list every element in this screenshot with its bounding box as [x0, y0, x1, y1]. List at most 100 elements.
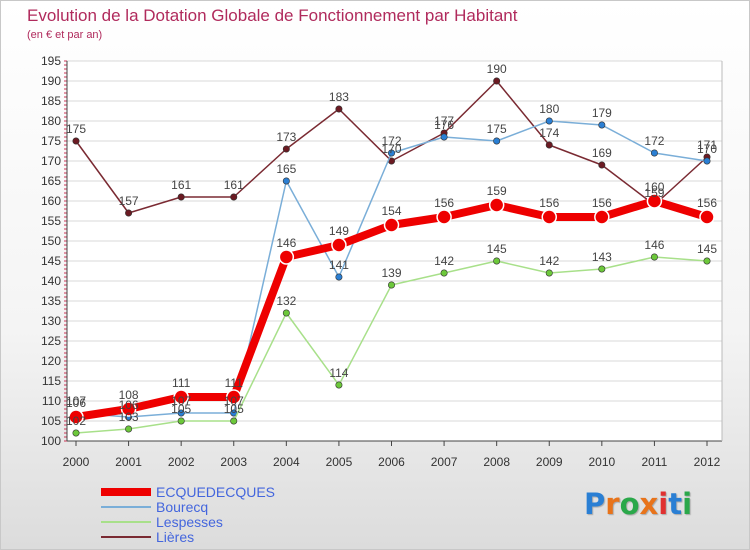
chart-subtitle: (en € et par an): [27, 29, 103, 41]
x-tick-label: 2000: [63, 455, 90, 469]
data-label: 160: [644, 180, 664, 194]
y-tick-label: 115: [42, 374, 61, 388]
plot-background: [67, 61, 722, 441]
data-point: [387, 281, 395, 289]
data-point: [331, 237, 347, 253]
data-point: [436, 209, 452, 225]
data-point: [598, 121, 606, 129]
data-point: [226, 389, 242, 405]
data-point: [335, 273, 343, 281]
data-point: [282, 177, 290, 185]
y-tick-label: 195: [41, 54, 61, 68]
data-point: [68, 409, 84, 425]
y-tick-label: 105: [41, 414, 61, 428]
data-point: [177, 417, 185, 425]
y-tick-label: 140: [41, 274, 61, 288]
y-tick-label: 190: [41, 74, 61, 88]
data-label: 172: [381, 134, 401, 148]
data-point: [278, 249, 295, 265]
x-tick-label: 2008: [483, 455, 510, 469]
data-point: [383, 217, 400, 233]
x-tick-label: 2004: [273, 455, 300, 469]
data-point: [440, 133, 448, 141]
x-tick-label: 2002: [168, 455, 195, 469]
x-tick-label: 2007: [431, 455, 458, 469]
logo-letter: i: [658, 487, 669, 521]
data-point: [699, 209, 715, 225]
data-label: 149: [329, 224, 349, 238]
y-tick-label: 125: [41, 334, 61, 348]
data-point: [594, 209, 610, 225]
data-label: 156: [697, 196, 717, 210]
data-label: 105: [171, 402, 191, 416]
data-point: [335, 105, 343, 113]
y-tick-label: 175: [41, 134, 61, 148]
data-point: [488, 197, 505, 213]
series-layer: [68, 77, 715, 437]
data-point: [598, 265, 606, 273]
legend-swatch: [101, 521, 151, 523]
y-tick-label: 170: [41, 154, 61, 168]
data-label: 145: [697, 242, 717, 256]
y-tick-label: 135: [41, 294, 61, 308]
legend-label: Bourecq: [156, 499, 209, 515]
data-label: 171: [697, 138, 717, 152]
data-label: 142: [434, 254, 454, 268]
data-label: 146: [644, 238, 664, 252]
y-tick-label: 165: [41, 174, 61, 188]
data-label: 102: [66, 414, 86, 428]
data-point: [545, 117, 553, 125]
data-point: [120, 401, 137, 417]
data-label: 141: [329, 258, 349, 272]
y-tick-label: 150: [41, 234, 61, 248]
data-label: 165: [276, 162, 296, 176]
legend-label: Lespesses: [156, 514, 223, 530]
y-tick-label: 100: [41, 434, 61, 448]
logo-letter: i: [682, 487, 693, 521]
data-label: 107: [66, 394, 86, 408]
data-point: [177, 409, 185, 417]
data-label: 154: [381, 204, 401, 218]
grid-layer: [67, 60, 722, 442]
data-point: [541, 209, 557, 225]
logo-letter: P: [584, 487, 606, 521]
data-label: 107: [171, 394, 191, 408]
logo-letter: r: [605, 487, 620, 521]
y-tick-label: 110: [42, 394, 61, 408]
data-label: 146: [276, 236, 296, 250]
legend-label: Lières: [156, 529, 195, 545]
x-tick-label: 2009: [536, 455, 563, 469]
data-label: 170: [697, 142, 717, 156]
data-label: 111: [172, 376, 191, 390]
y-tick-label: 185: [41, 94, 61, 108]
data-point: [493, 137, 501, 145]
data-label: 132: [276, 294, 296, 308]
data-point: [230, 417, 238, 425]
y-tick-label: 155: [41, 214, 61, 228]
data-label: 179: [592, 106, 612, 120]
data-label: 157: [119, 194, 139, 208]
data-label: 170: [381, 142, 401, 156]
data-point: [545, 141, 553, 149]
logo-letter: x: [639, 487, 659, 521]
data-point: [282, 309, 290, 317]
data-label: 143: [592, 250, 612, 264]
data-point: [703, 157, 711, 165]
data-label: 142: [539, 254, 559, 268]
data-label: 175: [66, 122, 86, 136]
y-tick-label: 180: [41, 114, 61, 128]
x-tick-label: 2010: [588, 455, 615, 469]
x-tick-label: 2006: [378, 455, 405, 469]
x-tick-label: 2012: [694, 455, 721, 469]
data-label: 175: [487, 122, 507, 136]
data-point: [387, 149, 395, 157]
data-label: 183: [329, 90, 349, 104]
legend-label: ECQUEDECQUES: [156, 484, 276, 500]
data-label: 105: [224, 402, 244, 416]
data-point: [72, 429, 80, 437]
data-label: 159: [487, 184, 507, 198]
data-point: [230, 193, 238, 201]
data-point: [493, 257, 501, 265]
